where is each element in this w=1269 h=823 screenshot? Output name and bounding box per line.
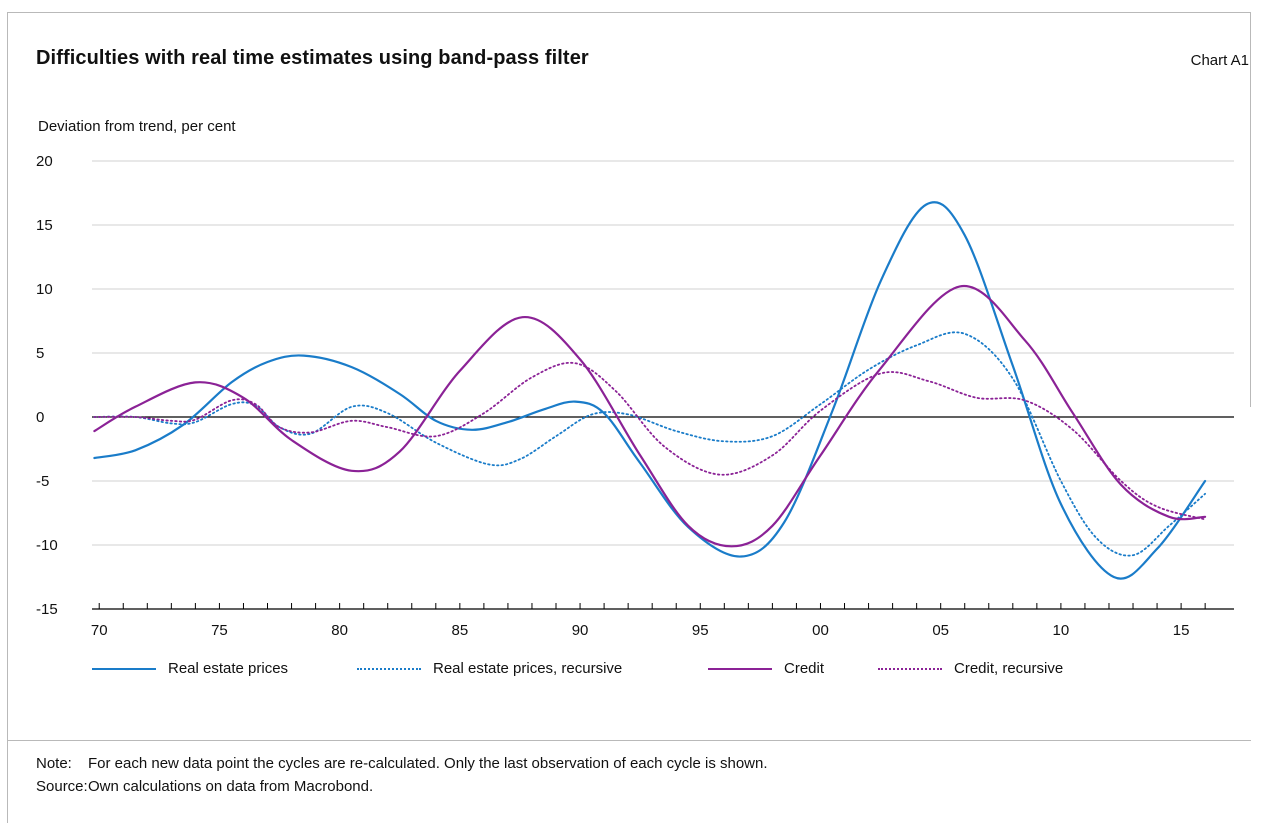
y-axis-label: Deviation from trend, per cent [38,118,236,135]
footer-rule [7,740,1251,741]
x-tick-label: 15 [1173,622,1190,639]
source-label: Source: [36,778,88,795]
note-text: For each new data point the cycles are r… [88,755,768,772]
y-tick-labels: 20 15 10 5 0 -5 -10 -15 [36,153,58,618]
y-tick-label: -10 [36,537,58,554]
x-tick-label: 85 [452,622,469,639]
legend-label: Real estate prices [168,660,289,677]
y-tick-label: 15 [36,217,53,234]
legend-swatch-solid-purple [708,667,772,670]
x-tick-label: 95 [692,622,709,639]
y-tick-label: 20 [36,153,53,170]
y-tick-label: -15 [36,601,58,618]
series-line-credit [93,285,1207,548]
legend-label: Credit [784,660,825,677]
legend-item-credit-recursive: Credit, recursive [878,660,1063,677]
footer-source: Source:Own calculations on data from Mac… [36,778,373,795]
legend-item-real-estate-prices: Real estate prices [92,660,288,677]
source-text: Own calculations on data from Macrobond. [88,778,374,795]
y-tick-label: 5 [36,345,44,362]
legend-item-credit: Credit [708,660,824,677]
legend-swatch-solid-blue [92,667,156,670]
frame-top-rule [7,12,1251,13]
footer-note: Note: For each new data point the cycles … [36,755,768,772]
legend-label: Real estate prices, recursive [433,660,623,677]
y-tick-label: 0 [36,409,44,426]
legend-swatch-dotted-purple [878,667,942,670]
x-tick-label: 80 [331,622,348,639]
x-axis: 70 75 80 85 90 95 00 05 10 15 [91,603,1234,639]
x-tick-label: 05 [932,622,949,639]
x-tick-label: 75 [211,622,228,639]
grid-lines [92,160,1234,546]
frame-left-rule [7,12,8,823]
series-lines [93,201,1207,580]
series-line-credit-recursive [93,361,1206,521]
legend-label: Credit, recursive [954,660,1064,677]
series-line-real-estate-prices [93,201,1207,580]
x-tick-label: 70 [91,622,108,639]
chart-id-label: Chart A1 [1190,52,1249,69]
x-tick-label: 90 [572,622,589,639]
x-tick-label: 10 [1053,622,1070,639]
y-tick-label: -5 [36,473,49,490]
legend-item-real-estate-prices-recursive: Real estate prices, recursive [357,660,622,677]
chart-title: Difficulties with real time estimates us… [36,47,589,69]
frame-right-rule [1250,12,1251,407]
legend-swatch-dotted-blue [357,667,421,670]
x-tick-label: 00 [812,622,829,639]
note-label: Note: [36,755,72,772]
y-tick-label: 10 [36,281,53,298]
